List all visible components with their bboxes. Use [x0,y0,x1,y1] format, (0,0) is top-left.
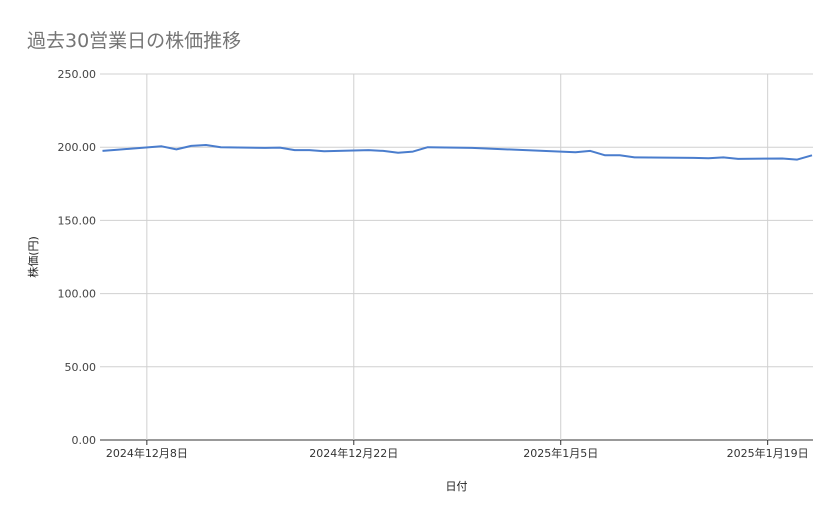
x-tick-label: 2025年1月19日 [727,446,809,460]
x-tick-label: 2025年1月5日 [523,446,598,460]
chart-title: 過去30営業日の株価推移 [27,30,242,52]
x-tick-label: 2024年12月8日 [106,446,188,460]
x-axis-label: 日付 [446,480,468,493]
y-tick-label: 100.00 [58,288,97,301]
y-tick-label: 50.00 [65,361,97,374]
price-line [102,144,813,161]
y-tick-label: 250.00 [58,68,97,81]
y-tick-label: 200.00 [58,141,97,154]
y-tick-label: 150.00 [58,214,97,227]
x-tick-label: 2024年12月22日 [309,446,398,460]
y-tick-label: 0.00 [72,434,97,447]
y-axis-label: 株価(円) [26,236,40,278]
